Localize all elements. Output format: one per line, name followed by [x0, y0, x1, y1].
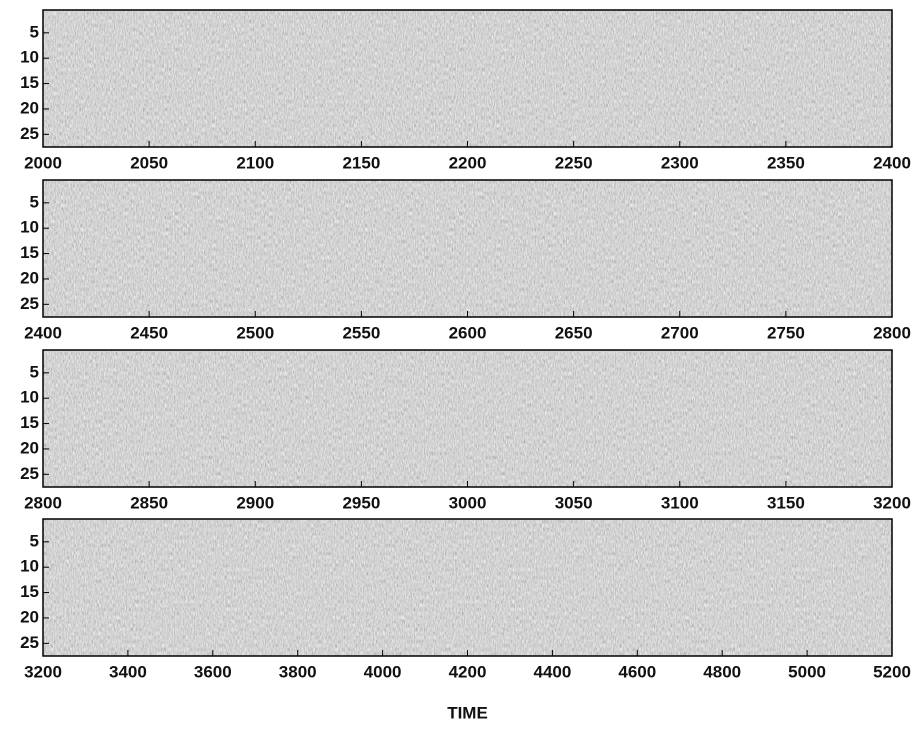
x-tick-label: 2000 [24, 153, 62, 172]
heatmap-image [43, 10, 892, 147]
y-tick-label: 15 [20, 73, 39, 92]
heatmap-image [43, 519, 892, 656]
x-tick-label: 2350 [767, 153, 805, 172]
x-tick-label: 2200 [449, 153, 487, 172]
heatmap-image [43, 350, 892, 487]
y-tick-label: 5 [30, 192, 39, 211]
y-tick-label: 20 [20, 268, 39, 287]
y-tick-label: 10 [20, 218, 39, 237]
y-tick-label: 5 [30, 22, 39, 41]
y-tick-label: 5 [30, 531, 39, 550]
y-tick-label: 10 [20, 388, 39, 407]
x-tick-label: 3200 [873, 493, 911, 512]
x-tick-label: 2650 [555, 323, 593, 342]
y-tick-label: 5 [30, 362, 39, 381]
x-tick-label: 3800 [279, 662, 317, 681]
x-tick-label: 3200 [24, 662, 62, 681]
y-tick-label: 20 [20, 607, 39, 626]
x-tick-label: 2500 [236, 323, 274, 342]
y-tick-label: 10 [20, 48, 39, 67]
x-tick-label: 3400 [109, 662, 147, 681]
x-tick-label: 2800 [24, 493, 62, 512]
heatmap-image [43, 180, 892, 317]
x-tick-label: 2750 [767, 323, 805, 342]
x-tick-label: 4400 [533, 662, 571, 681]
x-tick-label: 2450 [130, 323, 168, 342]
x-tick-label: 2850 [130, 493, 168, 512]
x-tick-label: 5000 [788, 662, 826, 681]
x-tick-label: 2100 [236, 153, 274, 172]
x-tick-label: 2950 [342, 493, 380, 512]
x-tick-label: 4800 [703, 662, 741, 681]
y-tick-label: 25 [20, 464, 39, 483]
x-tick-label: 3600 [194, 662, 232, 681]
x-tick-label: 2150 [342, 153, 380, 172]
y-tick-label: 15 [20, 582, 39, 601]
x-tick-label: 3000 [449, 493, 487, 512]
x-tick-label: 4600 [618, 662, 656, 681]
x-tick-label: 2300 [661, 153, 699, 172]
x-tick-label: 2400 [24, 323, 62, 342]
x-tick-label: 4000 [364, 662, 402, 681]
x-tick-label: 2700 [661, 323, 699, 342]
y-tick-label: 10 [20, 557, 39, 576]
x-tick-label: 2600 [449, 323, 487, 342]
x-tick-label: 4200 [449, 662, 487, 681]
x-tick-label: 2250 [555, 153, 593, 172]
x-tick-label: 2900 [236, 493, 274, 512]
y-tick-label: 25 [20, 633, 39, 652]
x-tick-label: 3100 [661, 493, 699, 512]
y-tick-label: 25 [20, 124, 39, 143]
y-tick-label: 25 [20, 294, 39, 313]
x-tick-label: 3150 [767, 493, 805, 512]
x-tick-label: 2400 [873, 153, 911, 172]
x-tick-label: 2550 [342, 323, 380, 342]
y-tick-label: 15 [20, 243, 39, 262]
x-tick-label: 5200 [873, 662, 911, 681]
y-tick-label: 15 [20, 413, 39, 432]
x-axis-label: TIME [447, 703, 488, 722]
x-tick-label: 2800 [873, 323, 911, 342]
y-tick-label: 20 [20, 98, 39, 117]
x-tick-label: 3050 [555, 493, 593, 512]
y-tick-label: 20 [20, 438, 39, 457]
x-tick-label: 2050 [130, 153, 168, 172]
